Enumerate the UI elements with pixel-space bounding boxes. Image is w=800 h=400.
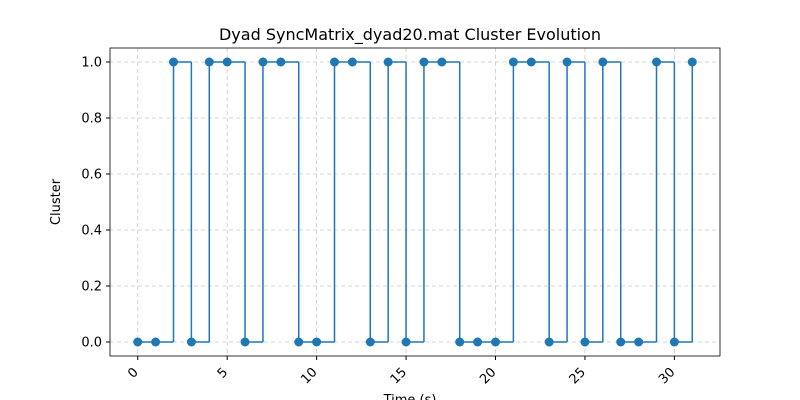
marker (687, 57, 697, 67)
marker (419, 57, 429, 67)
y-tick-label: 0.2 (81, 280, 102, 295)
marker (580, 337, 590, 347)
marker (598, 57, 608, 67)
y-tick-label: 0.0 (81, 336, 102, 351)
marker (347, 57, 357, 67)
marker (669, 337, 679, 347)
y-tick-label: 0.6 (81, 168, 102, 183)
marker (651, 57, 661, 67)
marker (562, 57, 572, 67)
marker (455, 337, 465, 347)
marker (133, 337, 143, 347)
marker (473, 337, 483, 347)
marker (544, 337, 554, 347)
marker (294, 337, 304, 347)
marker (276, 57, 286, 67)
marker (169, 57, 179, 67)
y-tick-label: 0.8 (81, 112, 102, 127)
marker (258, 57, 268, 67)
y-axis-label: Cluster (49, 178, 64, 225)
y-tick-label: 1.0 (81, 56, 102, 71)
marker (508, 57, 518, 67)
marker (526, 57, 536, 67)
marker (222, 57, 232, 67)
marker (151, 337, 161, 347)
x-axis-label: Time (s) (383, 393, 437, 400)
marker (186, 337, 196, 347)
marker (330, 57, 340, 67)
marker (204, 57, 214, 67)
marker (383, 57, 393, 67)
marker (437, 57, 447, 67)
marker (312, 337, 322, 347)
marker (365, 337, 375, 347)
marker (240, 337, 250, 347)
y-tick-label: 0.4 (81, 224, 102, 239)
chart-title: Dyad SyncMatrix_dyad20.mat Cluster Evolu… (219, 25, 601, 45)
plot-frame (109, 47, 721, 357)
marker (401, 337, 411, 347)
marker (490, 337, 500, 347)
marker (616, 337, 626, 347)
marker (634, 337, 644, 347)
